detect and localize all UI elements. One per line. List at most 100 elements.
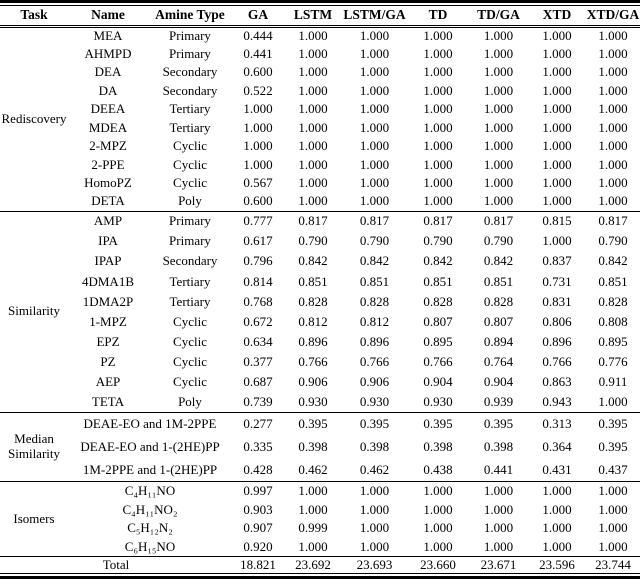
table-row: HomoPZ Cyclic 0.567 1.000 1.000 1.000 1.000 1.0… xyxy=(0,174,640,193)
value-cell: 0.395 xyxy=(359,416,390,432)
value-cell: 1.000 xyxy=(542,233,572,249)
name-cell: 1M-2PPE and 1-(2HE)PP xyxy=(82,461,218,477)
value-cell: 0.851 xyxy=(423,273,453,289)
table-header: Task Name Amine Type GA LSTM LSTM/GA TD … xyxy=(0,6,640,26)
name-cell: AHMPD xyxy=(84,45,132,61)
value-cell: 0.766 xyxy=(298,354,328,370)
value-cell: 1.000 xyxy=(483,501,514,517)
value-cell: 1.000 xyxy=(598,27,628,43)
value-cell: 1.000 xyxy=(542,156,572,172)
value-cell: 0.395 xyxy=(483,416,514,432)
name-cell: 1DMA2P xyxy=(82,293,134,309)
value-cell: 1.000 xyxy=(598,483,628,499)
value-cell: 0.837 xyxy=(542,253,572,269)
name-cell: 1-MPZ xyxy=(89,313,127,329)
value-cell: 1.000 xyxy=(243,138,273,154)
name-cell: 4DMA1B xyxy=(81,273,134,289)
table-row: EPZ Cyclic 0.634 0.896 0.896 0.895 0.894 0.896 0… xyxy=(0,332,640,352)
value-cell: 0.911 xyxy=(598,374,628,390)
name-cell: DEEA xyxy=(90,101,126,117)
value-cell: 0.815 xyxy=(542,213,572,229)
amine-type-cell: Cyclic xyxy=(173,175,207,191)
value-cell: 1.000 xyxy=(423,119,453,135)
value-cell: 0.896 xyxy=(298,334,328,350)
value-cell: 0.817 xyxy=(423,213,453,229)
value-cell: 0.313 xyxy=(542,416,572,432)
amine-type-cell: Secondary xyxy=(162,64,218,80)
value-cell: 1.000 xyxy=(359,45,390,61)
value-cell: 0.790 xyxy=(598,233,628,249)
value-cell: 1.000 xyxy=(359,138,390,154)
value-cell: 1.000 xyxy=(598,394,628,410)
value-cell: 0.930 xyxy=(298,394,328,410)
total-row: Total 18.821 23.692 23.693 23.660 23.671… xyxy=(0,557,640,574)
table-row: Median Similarity DEAE-EO and 1M-2PPE 0.27… xyxy=(0,413,640,462)
value-cell: 1.000 xyxy=(598,156,628,172)
value-cell: 0.777 xyxy=(243,213,273,229)
value-cell: 0.438 xyxy=(423,461,453,477)
total-value-ga: 18.821 xyxy=(240,556,276,572)
value-cell: 0.444 xyxy=(243,27,273,43)
value-cell: 1.000 xyxy=(359,27,390,43)
value-cell: 1.000 xyxy=(483,82,514,98)
value-cell: 1.000 xyxy=(542,175,572,191)
value-cell: 1.000 xyxy=(598,175,628,191)
value-cell: 1.000 xyxy=(483,101,514,117)
table-row: IPA Primary 0.617 0.790 0.790 0.790 0.790 1.000… xyxy=(0,231,640,251)
value-cell: 0.462 xyxy=(298,461,328,477)
value-cell: 0.766 xyxy=(423,354,453,370)
value-cell: 1.000 xyxy=(298,64,328,80)
value-cell: 0.906 xyxy=(298,374,328,390)
value-cell: 0.441 xyxy=(243,45,273,61)
table-row: DEEA Tertiary 1.000 1.000 1.000 1.000 1.000 1.0… xyxy=(0,100,640,119)
amine-type-cell: Tertiary xyxy=(169,101,211,117)
amine-type-cell: Poly xyxy=(178,394,202,410)
task-label-median-similarity: Median Similarity xyxy=(8,431,60,462)
column-header-ga: GA xyxy=(247,6,269,22)
value-cell: 0.904 xyxy=(483,374,514,390)
value-cell: 1.000 xyxy=(423,101,453,117)
value-cell: 0.828 xyxy=(359,293,390,309)
value-cell: 1.000 xyxy=(542,101,572,117)
value-cell: 0.895 xyxy=(423,334,453,350)
value-cell: 1.000 xyxy=(598,193,628,209)
value-cell: 0.600 xyxy=(243,193,273,209)
value-cell: 0.441 xyxy=(483,461,514,477)
value-cell: 0.807 xyxy=(483,313,514,329)
section-rediscovery: Rediscovery MEA Primary 0.444 1.000 1.000 1.00… xyxy=(0,26,640,211)
value-cell: 1.000 xyxy=(298,156,328,172)
amine-type-cell: Primary xyxy=(169,45,211,61)
name-cell: DEA xyxy=(94,64,122,80)
table-row: AEP Cyclic 0.687 0.906 0.906 0.904 0.904 0.863 0… xyxy=(0,373,640,393)
value-cell: 0.831 xyxy=(542,293,572,309)
table-row: DETA Poly 0.600 1.000 1.000 1.000 1.000 1.000 1.… xyxy=(0,193,640,212)
table-row: PZ Cyclic 0.377 0.766 0.766 0.766 0.764 0.766 0.… xyxy=(0,352,640,372)
value-cell: 1.000 xyxy=(298,138,328,154)
table-row: C₆H₁₅NO 0.920 1.000 1.000 1.000 1.000 1.000 1.0… xyxy=(0,538,640,557)
value-cell: 0.395 xyxy=(423,416,453,432)
column-header-name: Name xyxy=(91,6,125,22)
amine-type-cell: Tertiary xyxy=(169,273,211,289)
value-cell: 0.817 xyxy=(598,213,628,229)
value-cell: 1.000 xyxy=(423,45,453,61)
value-cell: 0.930 xyxy=(359,394,390,410)
value-cell: 1.000 xyxy=(483,175,514,191)
value-cell: 1.000 xyxy=(359,538,390,554)
value-cell: 1.000 xyxy=(359,501,390,517)
value-cell: 0.790 xyxy=(298,233,328,249)
value-cell: 1.000 xyxy=(298,119,328,135)
value-cell: 1.000 xyxy=(298,45,328,61)
value-cell: 1.000 xyxy=(359,82,390,98)
section-similarity: Similarity AMP Primary 0.777 0.817 0.817 0.817… xyxy=(0,211,640,413)
value-cell: 1.000 xyxy=(298,538,328,554)
value-cell: 0.828 xyxy=(423,293,453,309)
column-header-xtd: XTD xyxy=(542,6,572,22)
value-cell: 1.000 xyxy=(298,501,328,517)
table-row: DEA Secondary 0.600 1.000 1.000 1.000 1.000 1.0… xyxy=(0,63,640,82)
value-cell: 0.437 xyxy=(598,461,628,477)
amine-type-cell: Secondary xyxy=(162,82,218,98)
value-cell: 0.431 xyxy=(542,461,572,477)
value-cell: 1.000 xyxy=(423,82,453,98)
total-value-xtd-ga: 23.744 xyxy=(595,556,631,572)
value-cell: 0.807 xyxy=(423,313,453,329)
